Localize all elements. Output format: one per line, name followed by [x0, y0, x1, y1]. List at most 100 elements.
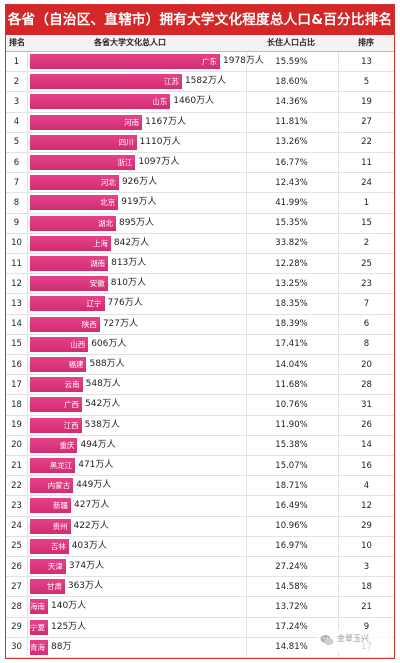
table-row: 17 云南 548万人 11.68% 28	[6, 375, 394, 396]
share-cell: 14.04%	[246, 355, 336, 375]
population-value: 588万人	[89, 359, 125, 369]
order-cell: 27	[338, 112, 394, 132]
province-label: 福建	[68, 360, 84, 369]
table-row: 7 河北 926万人 12.43% 24	[6, 173, 394, 194]
population-bar	[30, 397, 83, 413]
population-bar	[30, 478, 74, 494]
population-value: 125万人	[51, 621, 87, 632]
order-cell: 21	[338, 597, 394, 617]
rank-cell: 17	[6, 375, 28, 395]
population-value: 810万人	[110, 278, 146, 289]
rank-cell: 21	[6, 456, 28, 476]
order-cell: 7	[338, 294, 394, 314]
population-bar	[30, 538, 69, 554]
share-cell: 14.81%	[246, 637, 336, 657]
table-row: 3 山东 1460万人 14.36% 19	[6, 92, 394, 113]
share-cell: 16.97%	[246, 536, 336, 556]
share-cell: 27.24%	[246, 557, 336, 577]
table-row: 6 浙江 1097万人 16.77% 11	[6, 153, 394, 174]
share-cell: 12.43%	[246, 173, 336, 193]
population-value: 548万人	[85, 379, 121, 390]
population-bar	[30, 316, 100, 332]
rank-cell: 5	[6, 132, 28, 152]
population-bar	[30, 639, 48, 655]
province-label: 甘肃	[46, 582, 62, 592]
share-cell: 15.59%	[246, 52, 336, 72]
wechat-icon	[320, 635, 334, 646]
population-bar	[30, 235, 111, 251]
province-label: 广东	[202, 57, 217, 66]
population-bar	[30, 518, 71, 534]
watermark-text: 金翠玉兴	[337, 634, 369, 643]
population-value: 542万人	[85, 399, 121, 410]
population-value: 727万人	[102, 318, 139, 329]
population-value: 1110万人	[139, 136, 181, 147]
table-row: 25 吉林 403万人 16.97% 10	[6, 536, 394, 557]
share-cell: 41.99%	[246, 193, 336, 213]
population-value: 1582万人	[184, 76, 226, 87]
rank-cell: 12	[6, 274, 28, 294]
share-cell: 13.72%	[246, 597, 336, 617]
rank-cell: 20	[6, 435, 28, 455]
population-value: 926万人	[121, 177, 158, 188]
share-cell: 18.35%	[246, 294, 336, 314]
table-row: 26 天津 374万人 27.24% 3	[6, 557, 394, 578]
rank-cell: 26	[6, 557, 28, 577]
table-row: 20 重庆 494万人 15.38% 14	[6, 435, 394, 456]
order-cell: 31	[338, 395, 394, 415]
rank-cell: 6	[6, 153, 28, 173]
order-cell: 2	[338, 233, 394, 253]
rank-cell: 11	[6, 254, 28, 274]
population-bar	[30, 94, 171, 110]
population-value: 88万	[51, 641, 72, 652]
population-bar	[30, 54, 220, 69]
province-label: 贵州	[52, 521, 68, 531]
share-cell: 11.90%	[246, 415, 336, 435]
province-label: 吉林	[50, 541, 66, 551]
order-cell: 18	[338, 577, 394, 597]
table-row: 28 海南 140万人 13.72% 21	[6, 597, 394, 618]
province-label: 上海	[92, 238, 108, 248]
table-row: 29 宁夏 125万人 17.24% 9	[6, 617, 394, 638]
province-label: 青海	[30, 642, 45, 652]
order-cell: 4	[338, 476, 394, 496]
table-row: 19 江西 538万人 11.90% 26	[6, 415, 394, 436]
population-bar	[30, 215, 116, 231]
order-cell: 23	[338, 274, 394, 294]
share-cell: 16.49%	[246, 496, 336, 516]
share-cell: 15.35%	[246, 213, 336, 233]
population-value: 538万人	[84, 419, 120, 430]
share-cell: 10.96%	[246, 516, 336, 536]
province-label: 河南	[124, 117, 140, 127]
population-bar	[30, 357, 87, 372]
province-label: 黑龙江	[49, 461, 73, 470]
header-population: 各省大学文化总人口	[94, 38, 166, 47]
rank-cell: 25	[6, 536, 28, 556]
order-cell: 1	[338, 193, 394, 213]
rank-cell: 19	[6, 415, 28, 435]
rank-cell: 24	[6, 516, 28, 536]
province-label: 江苏	[163, 77, 179, 87]
province-label: 天津	[47, 562, 63, 571]
population-bar	[30, 155, 136, 170]
share-cell: 18.71%	[246, 476, 336, 496]
rank-cell: 16	[6, 355, 28, 375]
table-row: 2 江苏 1582万人 18.60% 5	[6, 72, 394, 93]
table-row: 1 广东 1978万人 15.59% 13	[6, 52, 394, 73]
population-value: 140万人	[51, 601, 87, 612]
order-cell: 11	[338, 153, 394, 173]
order-cell: 20	[338, 355, 394, 375]
province-label: 辽宁	[86, 299, 102, 309]
table-row: 22 内蒙古 449万人 18.71% 4	[6, 476, 394, 497]
rank-cell: 22	[6, 476, 28, 496]
rank-cell: 30	[6, 637, 28, 657]
population-bar	[30, 559, 66, 574]
population-bar	[30, 619, 48, 635]
province-label: 浙江	[117, 158, 133, 167]
population-bar	[30, 377, 83, 393]
province-label: 河北	[100, 178, 116, 188]
order-cell: 6	[338, 314, 394, 334]
province-label: 北京	[100, 198, 116, 208]
table-row: 23 新疆 427万人 16.49% 12	[6, 496, 394, 517]
population-value: 363万人	[67, 581, 104, 592]
